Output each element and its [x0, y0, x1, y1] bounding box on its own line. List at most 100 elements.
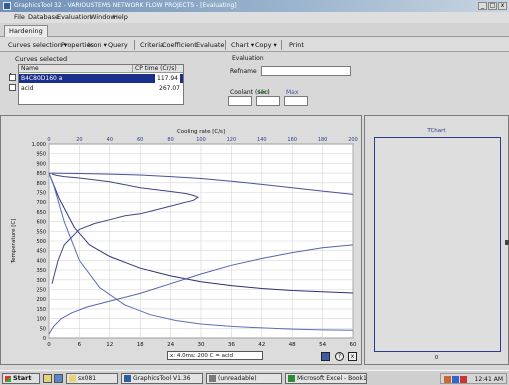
evaluation-label: Evaluation — [232, 55, 264, 62]
y-tick-label: 0 — [43, 336, 46, 342]
y-tick-label: 350 — [36, 268, 46, 274]
tab-hardening[interactable]: Hardening — [4, 25, 48, 37]
menu-database[interactable]: Database — [28, 13, 60, 21]
x-tick-label: 36 — [228, 342, 235, 348]
column-header-cp-time[interactable]: CP time (Cr/s) — [132, 65, 183, 73]
folder-icon — [69, 375, 76, 382]
y-tick-label: 250 — [36, 288, 46, 294]
row-value: 267.07 — [159, 85, 180, 92]
y-tick-label: 850 — [36, 171, 46, 177]
windows-logo-icon — [5, 376, 11, 382]
row-name: acid — [21, 85, 34, 92]
copy-dropdown[interactable]: Copy ▾ — [255, 41, 277, 49]
chart-dropdown[interactable]: Chart ▾ — [231, 41, 255, 49]
y-tick-label: 550 — [36, 229, 46, 235]
y-axis-label: Temperature [C] — [11, 219, 17, 265]
series-line — [48, 172, 354, 294]
speaker-icon[interactable] — [460, 376, 467, 383]
selection-panel: Curves selected Name CP time (Cr/s) B4C8… — [0, 53, 509, 115]
x-tick-label: 0 — [47, 342, 51, 348]
x-tick-label: 18 — [137, 342, 144, 348]
task-button-sx081[interactable]: sx081 — [66, 373, 118, 384]
system-tray: 12:41 AM — [440, 373, 507, 384]
coolant-input[interactable] — [228, 96, 252, 106]
close-window-button[interactable]: x — [498, 2, 507, 10]
tchart-title: TChart — [427, 128, 446, 134]
taskbar: Start sx081 GraphicsTool V1.36 (unreadab… — [0, 370, 509, 385]
row-checkbox[interactable] — [9, 74, 16, 81]
menu-help[interactable]: Help — [113, 13, 128, 21]
query-button[interactable]: Query — [108, 41, 128, 49]
criteria-button[interactable]: Criteria — [140, 41, 165, 49]
table-row[interactable]: acid 267.07 — [19, 84, 183, 93]
toolbar-separator — [281, 40, 282, 50]
window-icon — [209, 375, 216, 382]
top-tick-label: 180 — [318, 137, 328, 143]
x-tick-label: 24 — [167, 342, 174, 348]
evaluation-group: Evaluation Refname Coolant (sec) Min Max — [224, 55, 364, 111]
y-tick-label: 950 — [36, 152, 46, 158]
tray-icon[interactable] — [452, 376, 459, 383]
coefficient-button[interactable]: Coefficient — [162, 41, 197, 49]
toolbar-separator — [225, 40, 226, 50]
cursor-readout-field[interactable]: x: 4.0ms: 200 C = acid — [167, 351, 263, 360]
max-input[interactable] — [284, 96, 308, 106]
table-row[interactable]: B4C80D160 a 117.94 — [19, 74, 183, 83]
y-tick-label: 300 — [36, 278, 46, 284]
y-tick-label: 1,000 — [32, 142, 46, 148]
clock: 12:41 AM — [474, 376, 503, 383]
task-button-excel[interactable]: Microsoft Excel - Book1 — [285, 373, 367, 384]
y-tick-label: 500 — [36, 239, 46, 245]
toolbar: Curves selection ▾ Properties Icon ▾ Que… — [0, 38, 509, 52]
minimize-button[interactable]: _ — [478, 2, 487, 10]
maximize-button[interactable]: □ — [488, 2, 497, 10]
y-tick-label: 200 — [36, 297, 46, 303]
series-line — [48, 244, 354, 335]
browser-icon[interactable] — [54, 374, 63, 383]
properties-button[interactable]: Properties — [61, 41, 94, 49]
app-icon — [124, 375, 131, 382]
top-tick-label: 100 — [196, 137, 206, 143]
folder-icon[interactable] — [43, 374, 52, 383]
min-input[interactable] — [256, 96, 280, 106]
start-label: Start — [13, 374, 32, 382]
y-tick-label: 800 — [36, 181, 46, 187]
y-tick-label: 700 — [36, 200, 46, 206]
excel-icon — [288, 375, 295, 382]
splitter-handle[interactable] — [505, 240, 509, 245]
task-button-unknown[interactable]: (unreadable) — [206, 373, 282, 384]
menu-window[interactable]: Window — [90, 13, 116, 21]
cooling-curve-chart[interactable]: 0 6 12 18 24 30 36 42 48 54 600 20 40 60 80 100 120 140 16… — [1, 116, 361, 348]
x-tick-label: 6 — [78, 342, 82, 348]
start-button[interactable]: Start — [2, 373, 40, 384]
tray-icon[interactable] — [444, 376, 451, 383]
help-icon[interactable]: ? — [335, 352, 344, 361]
x-tick-label: 12 — [106, 342, 113, 348]
top-tick-label: 200 — [348, 137, 358, 143]
menu-file[interactable]: File — [14, 13, 25, 21]
top-axis-label: Cooling rate [C/s] — [177, 129, 225, 135]
row-checkbox[interactable] — [9, 84, 16, 91]
tchart-plot-area[interactable] — [374, 137, 501, 352]
x-tick-label: 60 — [350, 342, 357, 348]
zoom-icon[interactable] — [321, 352, 330, 361]
menu-evaluation[interactable]: Evaluation — [57, 13, 92, 21]
print-button[interactable]: Print — [289, 41, 304, 49]
evaluate-button[interactable]: Evaluate — [196, 41, 225, 49]
column-header-name[interactable]: Name — [19, 65, 132, 73]
curves-selection-dropdown[interactable]: Curves selection ▾ — [8, 41, 68, 49]
y-tick-label: 750 — [36, 191, 46, 197]
title-bar: GraphicsTool 32 - VARIOUSTEMS NETWORK FL… — [0, 0, 509, 12]
icon-dropdown[interactable]: Icon ▾ — [88, 41, 107, 49]
menu-bar: File Database Evaluation Window Help — [0, 12, 509, 23]
curves-selected-label: Curves selected — [14, 55, 69, 63]
series-line — [51, 173, 200, 284]
refname-input[interactable] — [261, 66, 351, 76]
min-label: Min — [258, 89, 269, 96]
task-label: Microsoft Excel - Book1 — [297, 375, 367, 382]
top-tick-label: 160 — [287, 137, 297, 143]
close-icon[interactable]: x — [348, 352, 357, 361]
task-label: (unreadable) — [218, 375, 257, 382]
top-tick-label: 120 — [227, 137, 237, 143]
task-button-graphicstool[interactable]: GraphicsTool V1.36 — [121, 373, 203, 384]
